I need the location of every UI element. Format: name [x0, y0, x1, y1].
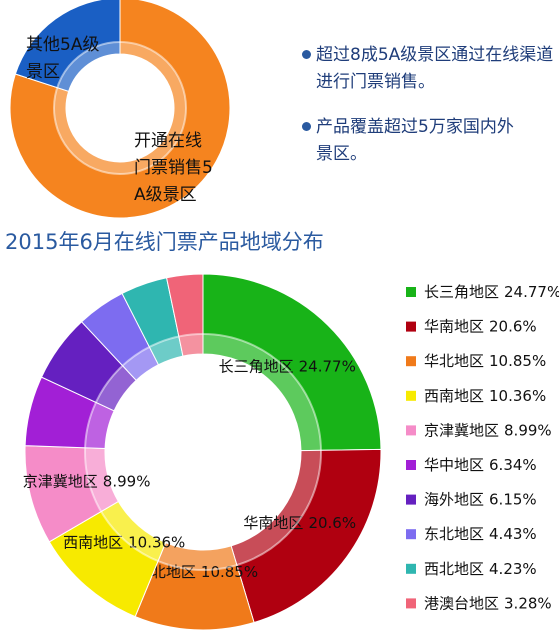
- slice-highlight: [95, 365, 137, 411]
- legend-label: 华北地区 10.85%: [424, 352, 546, 370]
- slice-label-name: 京津冀地区: [23, 472, 98, 490]
- inner-ring: [84, 333, 322, 571]
- slice-label-value: 10.36%: [128, 533, 185, 551]
- legend-label: 海外地区 6.15%: [424, 490, 537, 508]
- slice-highlight: [101, 501, 166, 562]
- note: 产品覆盖超过5万家国内外景区。: [302, 114, 526, 168]
- legend-swatch: [406, 321, 416, 332]
- slice-highlight: [85, 447, 119, 512]
- slice-highlight: [231, 450, 321, 566]
- slice-label-name: 西南地区: [63, 533, 123, 551]
- slice-label-value: 8.99%: [103, 472, 151, 490]
- legend-value: 10.36%: [489, 386, 546, 404]
- legend-swatch: [406, 287, 416, 297]
- legend-name: 海外地区: [424, 490, 484, 508]
- legend-swatch: [406, 563, 416, 574]
- slice: [14, 0, 121, 92]
- legend-label: 东北地区 4.43%: [424, 525, 537, 543]
- inner-ring: [53, 41, 187, 175]
- legend-name: 东北地区: [424, 525, 484, 543]
- legend-label: 长三角地区 24.77%: [424, 283, 559, 301]
- legend-value: 10.85%: [489, 352, 546, 370]
- slice-label: 其他5A级景区: [26, 35, 100, 82]
- slice-highlight: [158, 542, 237, 570]
- slice-label-value: 20.6%: [308, 513, 356, 531]
- legend-label: 港澳台地区 3.28%: [424, 594, 552, 612]
- slice-label: 西南地区 10.36%: [63, 533, 185, 551]
- slice-label-name: 长三角地区: [219, 357, 294, 375]
- slice: [202, 273, 382, 452]
- legend-value: 20.6%: [489, 317, 537, 335]
- legend-value: 4.43%: [489, 525, 537, 543]
- slice-highlight: [178, 334, 203, 357]
- legend-name: 港澳台地区: [424, 594, 499, 612]
- legend-swatch: [406, 494, 416, 505]
- slice-label: 华南地区 20.6%: [243, 513, 356, 531]
- legend-label: 京津冀地区 8.99%: [424, 421, 552, 439]
- slice-label: 长三角地区 24.77%: [219, 357, 356, 375]
- legend-name: 华北地区: [424, 352, 484, 370]
- legend-value: 24.77%: [504, 283, 559, 301]
- legend-swatch: [406, 425, 416, 436]
- chart-title: 2015年6月在线门票产品地域分布: [5, 230, 324, 254]
- legend-name: 西南地区: [424, 386, 484, 404]
- legend-name: 京津冀地区: [424, 421, 499, 439]
- slice-label-value: 24.77%: [299, 357, 356, 375]
- slice: [165, 273, 204, 357]
- legend-swatch: [406, 356, 416, 367]
- legend-swatch: [406, 598, 416, 609]
- legend-name: 长三角地区: [424, 283, 499, 301]
- slice-highlight: [122, 346, 159, 381]
- legend-value: 8.99%: [504, 421, 552, 439]
- legend-swatch: [406, 390, 416, 401]
- legend-swatch: [406, 460, 416, 470]
- note: 超过8成5A级景区通过在线渠道进行门票销售。: [302, 42, 556, 96]
- legend-name: 西北地区: [424, 559, 484, 577]
- legend-label: 西北地区 4.23%: [424, 559, 537, 577]
- legend-value: 6.15%: [489, 490, 537, 508]
- legend-label: 西南地区 10.36%: [424, 386, 546, 404]
- legend-name: 华中地区: [424, 456, 484, 474]
- slice: [9, 0, 231, 219]
- legend-value: 4.23%: [489, 559, 537, 577]
- slice: [230, 448, 382, 624]
- legend-label: 华中地区 6.34%: [424, 456, 537, 474]
- legend-swatch: [406, 529, 416, 540]
- slice-highlight: [57, 42, 120, 92]
- slice-label: 京津冀地区 8.99%: [23, 472, 151, 490]
- slice-label: 开通在线门票销售5A级景区: [134, 131, 213, 205]
- slice-label-name: 华南地区: [243, 513, 303, 531]
- slice-highlight: [203, 334, 321, 451]
- slice-label-value: 10.85%: [201, 562, 258, 580]
- legend-name: 华南地区: [424, 317, 484, 335]
- legend-value: 3.28%: [504, 594, 552, 612]
- legend-value: 6.34%: [489, 456, 537, 474]
- legend-label: 华南地区 20.6%: [424, 317, 537, 335]
